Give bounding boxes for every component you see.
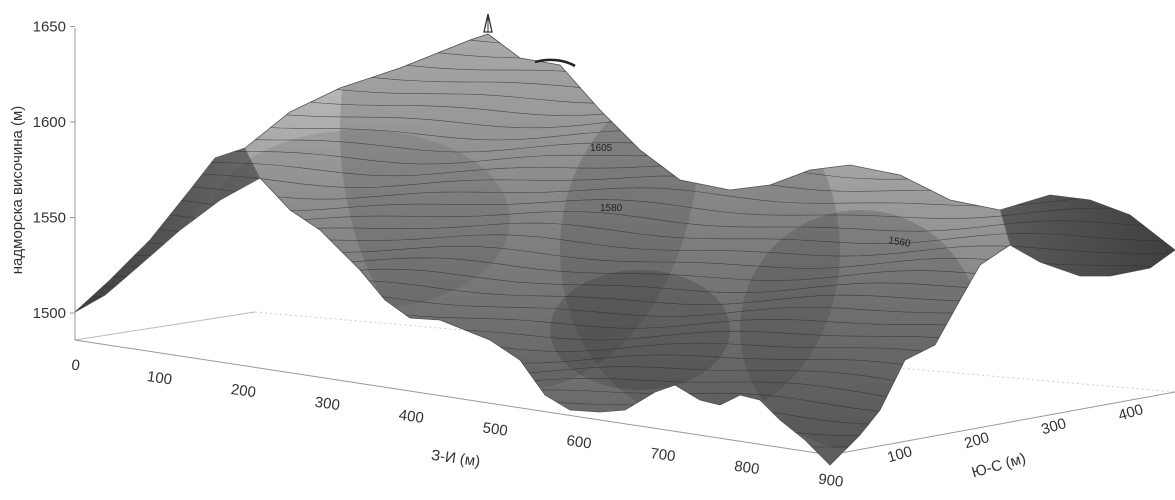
contour-label-1560: 1560 [887,235,911,250]
relief-shade-3 [210,130,510,310]
contour-line [75,60,1175,80]
contour-line [75,108,1175,131]
floor-edge-west [74,311,256,341]
relief-shade-2 [740,210,980,450]
relief-shade-0 [340,34,700,390]
y-tick-100: 100 [885,443,914,466]
floor-edge-east [829,391,1175,456]
floor-edge-south [74,339,831,456]
z-tick-1600: 1600 [33,114,66,131]
contour-line [75,84,1175,105]
y-tick-200: 200 [962,429,991,452]
terrain-surface [74,33,1175,466]
contour-line [75,408,1175,451]
contour-label-1580: 1580 [600,203,623,214]
y-tick-400: 400 [1116,401,1145,424]
x-tick-0: 0 [70,357,81,375]
contour-line [75,48,1175,66]
surface-left-face [75,148,260,312]
x-tick-800: 800 [733,458,760,478]
x-axis-label: З-И (м) [430,447,481,471]
z-axis-label: надморска височина (м) [9,106,26,275]
x-tick-400: 400 [398,407,425,427]
x-tick-900: 900 [817,471,844,491]
surface-fill [74,33,1175,466]
contour-label-1605: 1605 [590,143,613,154]
x-tick-700: 700 [649,445,676,465]
contour-line [75,36,1175,54]
x-tick-100: 100 [146,368,173,388]
contour-line [75,96,1175,118]
z-tick-1550: 1550 [33,210,66,227]
x-tick-500: 500 [482,419,509,439]
y-axis-label: Ю-С (м) [970,450,1028,482]
relief-shade-4 [550,270,730,390]
x-tick-200: 200 [230,381,257,401]
z-tick-1500: 1500 [33,305,66,322]
surface-right-face [1000,195,1175,276]
x-tick-300: 300 [314,394,341,414]
summit-marker [483,13,576,68]
z-tick-1650: 1650 [33,19,66,36]
x-tick-600: 600 [565,432,592,452]
y-tick-300: 300 [1039,415,1068,438]
contour-line [75,72,1175,92]
